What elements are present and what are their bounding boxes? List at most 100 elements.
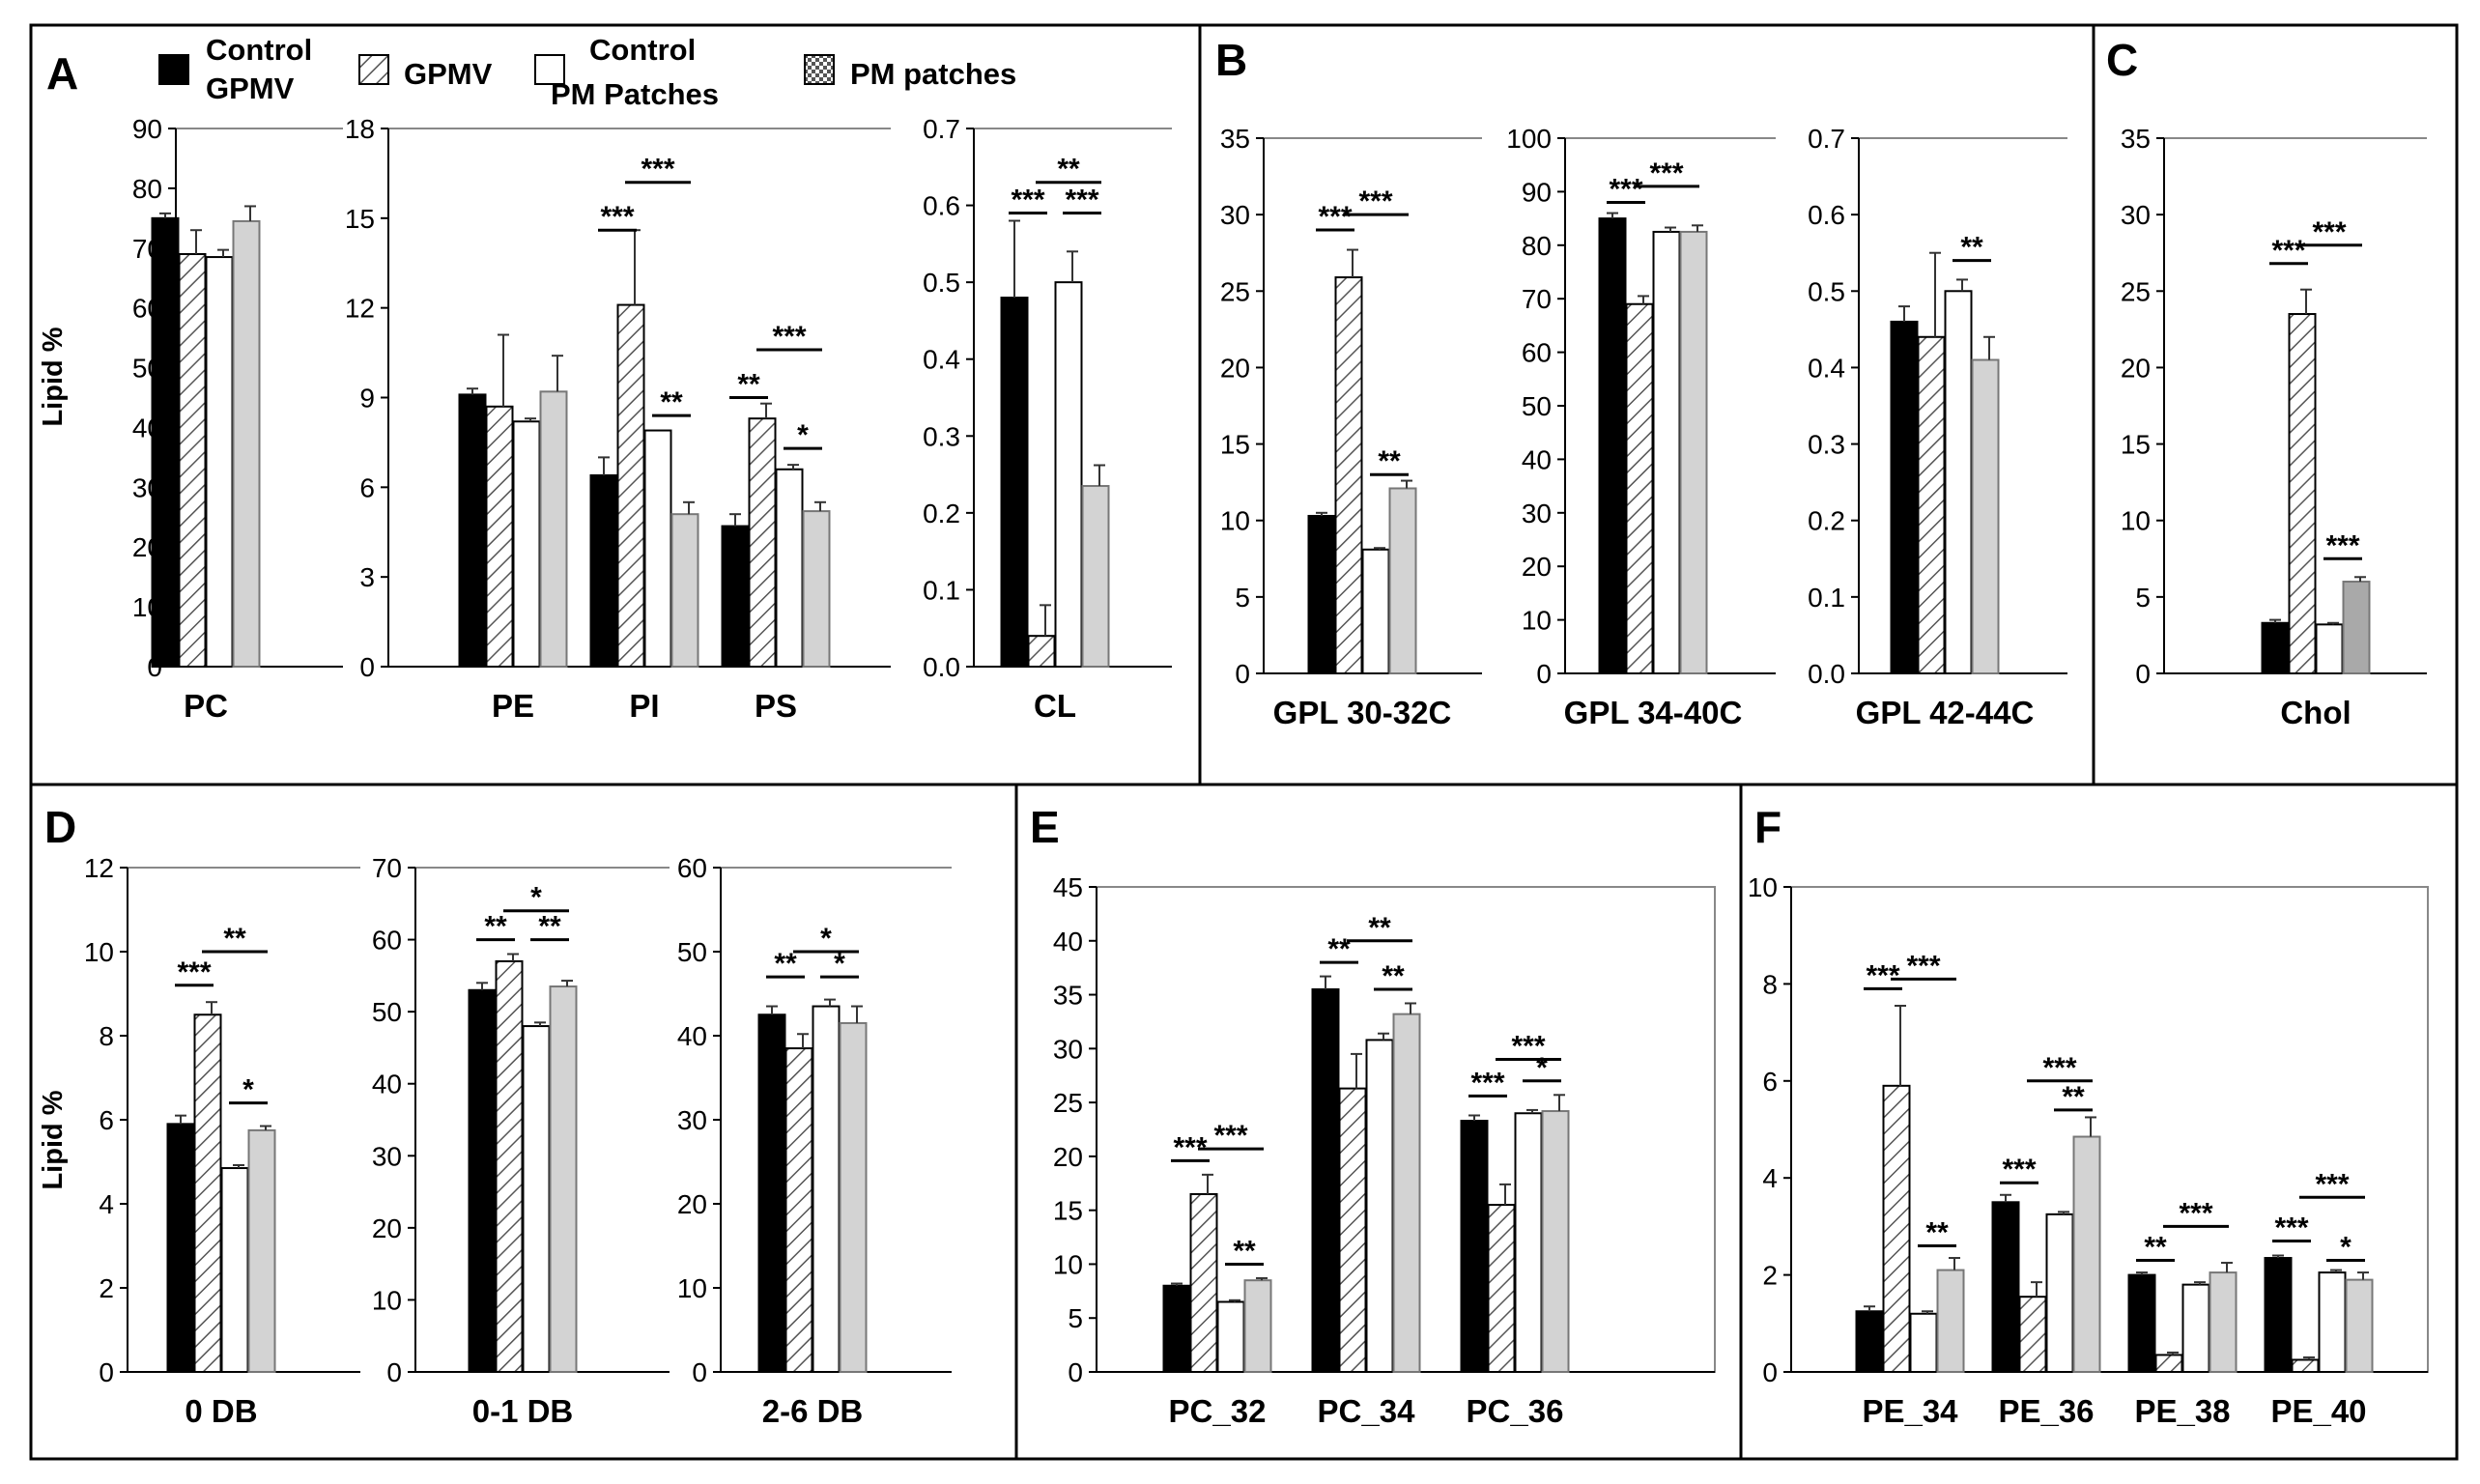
bar-control-gpmv xyxy=(1307,514,1336,674)
y-tick-label: 0 xyxy=(359,652,375,682)
y-tick-label: 0.3 xyxy=(1808,430,1845,460)
category-label: PE_40 xyxy=(2270,1393,2366,1429)
category-label: PE_34 xyxy=(1862,1393,1958,1429)
bar-pm-patches xyxy=(2209,1271,2238,1373)
y-tick-label: 35 xyxy=(2121,124,2151,154)
y-tick-label: 90 xyxy=(132,114,162,144)
y-tick-label: 25 xyxy=(1220,276,1250,306)
bar-gpmv xyxy=(193,1013,222,1373)
bar-pm-patches xyxy=(2345,1278,2374,1373)
bar-control-gpmv xyxy=(721,525,750,668)
bar-control-pm-patches xyxy=(1514,1112,1543,1374)
y-tick-label: 50 xyxy=(1522,391,1552,421)
bar-control-gpmv xyxy=(757,1013,786,1373)
bar-control-pm-patches xyxy=(812,1005,841,1374)
bar-control-gpmv xyxy=(1991,1201,2020,1374)
significance-label: *** xyxy=(1213,1120,1247,1152)
y-tick-label: 0.0 xyxy=(1808,659,1845,689)
bar-pm-patches xyxy=(1081,485,1110,668)
y-tick-label: 45 xyxy=(1053,872,1083,902)
significance-label: ** xyxy=(484,911,507,943)
significance-label: *** xyxy=(1511,1030,1545,1062)
bar-pm-patches xyxy=(802,510,831,668)
bar-gpmv xyxy=(1882,1084,1911,1373)
bar-gpmv xyxy=(1487,1204,1516,1373)
y-tick-label: 0 xyxy=(1536,659,1552,689)
bar-gpmv xyxy=(495,959,524,1373)
y-tick-label: 35 xyxy=(1220,124,1250,154)
y-tick-label: 0.1 xyxy=(923,575,960,605)
category-label: PC_36 xyxy=(1467,1393,1564,1429)
y-axis-label-d: Lipid % xyxy=(38,1090,69,1189)
bar-control-pm-patches xyxy=(1944,290,1973,674)
category-label: CL xyxy=(1034,688,1076,724)
y-tick-label: 6 xyxy=(99,1105,114,1135)
y-tick-label: 30 xyxy=(1522,499,1552,528)
significance-label: * xyxy=(530,882,542,914)
y-tick-label: 40 xyxy=(372,1070,402,1099)
legend-swatch-gpmv xyxy=(358,54,389,85)
panel-label-a: A xyxy=(46,48,78,99)
bar-control-gpmv xyxy=(166,1123,195,1373)
significance-label: *** xyxy=(2179,1197,2212,1229)
significance-label: ** xyxy=(660,386,683,418)
significance-label: *** xyxy=(772,321,806,353)
bar-control-gpmv xyxy=(1162,1284,1191,1374)
significance-label: *** xyxy=(1318,201,1352,233)
bar-control-gpmv xyxy=(468,988,497,1374)
bar-control-pm-patches xyxy=(522,1025,551,1373)
y-tick-label: 10 xyxy=(1748,872,1778,902)
y-tick-label: 20 xyxy=(372,1213,402,1243)
y-tick-label: 50 xyxy=(677,937,707,967)
bar-gpmv xyxy=(1027,635,1056,669)
bar-gpmv xyxy=(748,417,777,668)
y-tick-label: 20 xyxy=(677,1189,707,1219)
bar-pm-patches xyxy=(1541,1110,1570,1373)
y-tick-label: 6 xyxy=(359,472,375,502)
y-tick-label: 15 xyxy=(2121,430,2151,460)
bar-control-pm-patches xyxy=(220,1167,249,1374)
bar-control-pm-patches xyxy=(1054,281,1083,668)
y-tick-label: 30 xyxy=(1053,1034,1083,1064)
bar-pm-patches xyxy=(1392,1013,1421,1373)
y-tick-label: 60 xyxy=(1522,338,1552,368)
y-tick-label: 20 xyxy=(1522,552,1552,582)
significance-label: ** xyxy=(1378,445,1401,477)
significance-label: *** xyxy=(1065,185,1098,216)
bar-control-gpmv xyxy=(458,393,487,668)
bar-control-pm-patches xyxy=(1216,1300,1245,1373)
y-tick-label: 20 xyxy=(1053,1142,1083,1172)
y-tick-label: 60 xyxy=(677,853,707,883)
legend-label-control-gpmv-line1: Control xyxy=(206,33,312,67)
significance-label: ** xyxy=(538,911,561,943)
y-tick-label: 0 xyxy=(692,1357,707,1387)
bar-control-pm-patches xyxy=(2318,1271,2347,1373)
y-tick-label: 0.2 xyxy=(1808,506,1845,536)
y-tick-label: 12 xyxy=(345,294,375,324)
frame-panel-f xyxy=(1739,783,2459,1461)
y-tick-label: 9 xyxy=(359,384,375,414)
chart-a-2: 0.00.10.20.30.40.50.60.7CL******** xyxy=(923,114,1172,724)
bar-pm-patches xyxy=(247,1128,276,1373)
bar-pm-patches xyxy=(1243,1279,1272,1373)
y-tick-label: 8 xyxy=(99,1021,114,1051)
y-tick-label: 0.6 xyxy=(1808,200,1845,230)
y-tick-label: 15 xyxy=(345,204,375,234)
bar-control-gpmv xyxy=(1598,217,1627,674)
bar-control-pm-patches xyxy=(1365,1039,1394,1374)
y-tick-label: 0.3 xyxy=(923,421,960,451)
y-tick-label: 6 xyxy=(1762,1067,1778,1097)
legend-swatch-control-gpmv xyxy=(158,54,189,85)
y-tick-label: 10 xyxy=(84,937,114,967)
significance-label: ** xyxy=(1057,154,1080,186)
significance-label: *** xyxy=(177,956,211,988)
bar-control-gpmv xyxy=(151,216,180,668)
y-tick-label: 35 xyxy=(1053,981,1083,1011)
significance-label: ** xyxy=(2062,1081,2085,1113)
category-label: PS xyxy=(755,688,797,724)
y-tick-label: 0.4 xyxy=(923,345,960,375)
significance-label: *** xyxy=(2312,216,2346,248)
significance-label: *** xyxy=(2042,1052,2076,1084)
